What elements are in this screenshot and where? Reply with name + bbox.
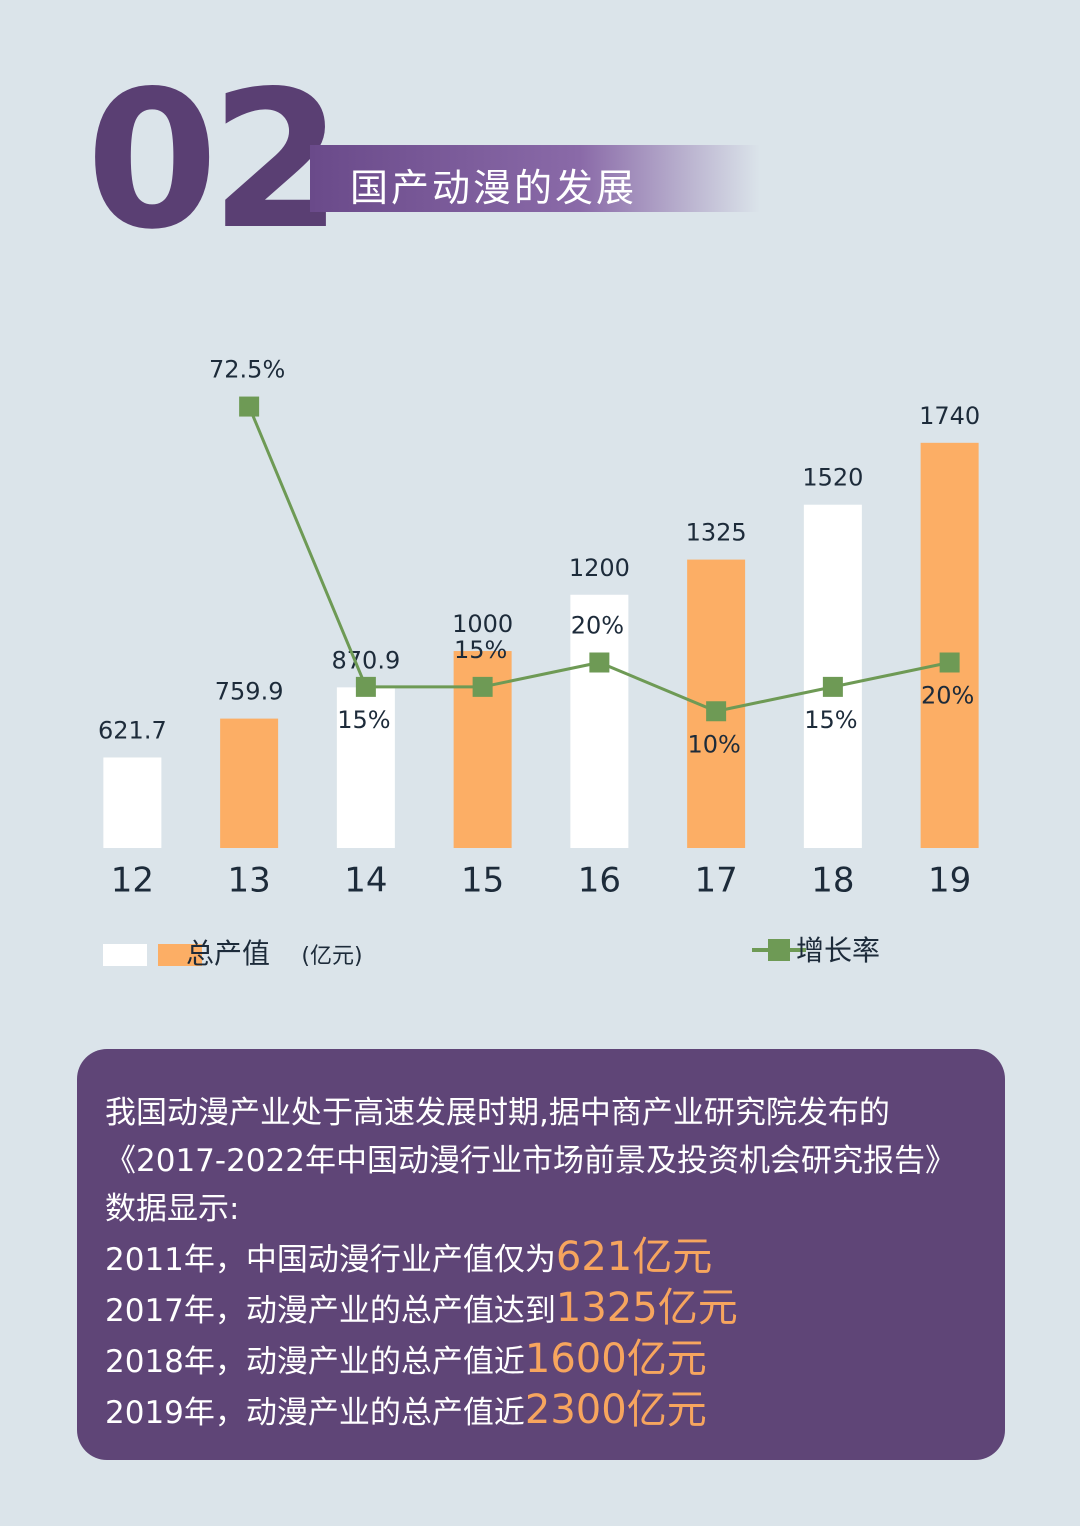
bar [103, 757, 162, 848]
fact-text: 2019年，动漫产业的总产值近 [105, 1395, 525, 1431]
fact-text: 2018年，动漫产业的总产值近 [105, 1344, 525, 1380]
x-tick-label: 16 [578, 861, 621, 901]
fact-line: 2018年，动漫产业的总产值近1600亿元 [105, 1335, 965, 1386]
fact-list: 2011年，中国动漫行业产值仅为621亿元 2017年，动漫产业的总产值达到132… [105, 1233, 965, 1437]
legend-swatch [103, 944, 147, 966]
intro-text: 我国动漫产业处于高速发展时期,据中商产业研究院发布的《2017-2022年中国动… [105, 1095, 956, 1227]
growth-marker [472, 676, 493, 697]
growth-marker [706, 701, 727, 722]
growth-label: 20% [921, 682, 974, 710]
legend-unit: (亿元) [301, 944, 362, 969]
bar-value-label: 621.7 [98, 716, 167, 744]
bar [220, 718, 279, 848]
x-tick-label: 12 [111, 861, 154, 901]
bar-value-label: 1520 [802, 464, 863, 492]
bar-value-label: 1325 [686, 519, 747, 547]
bar [920, 442, 979, 848]
section-number: 02 [86, 50, 342, 271]
fact-text: 2017年，动漫产业的总产值达到 [105, 1293, 556, 1329]
growth-label: 15% [804, 706, 857, 734]
fact-highlight: 2300亿元 [524, 1387, 707, 1433]
fact-text: 2011年，中国动漫行业产值仅为 [105, 1242, 556, 1278]
fact-highlight: 1325亿元 [555, 1285, 738, 1331]
fact-highlight: 1600亿元 [524, 1336, 707, 1382]
growth-marker [239, 396, 260, 417]
bar [570, 594, 629, 848]
x-tick-label: 14 [344, 861, 387, 901]
title-banner: 国产动漫的发展 [310, 145, 760, 212]
growth-marker [589, 652, 610, 673]
x-tick-label: 17 [694, 861, 737, 901]
x-tick-label: 15 [461, 861, 504, 901]
growth-label: 10% [687, 730, 740, 758]
growth-label: 20% [571, 612, 624, 640]
x-tick-label: 13 [227, 861, 270, 901]
section-title: 国产动漫的发展 [350, 166, 638, 210]
growth-label: 72.5% [209, 356, 285, 384]
legend-label: 增长率 [796, 934, 880, 967]
growth-label: 15% [454, 636, 507, 664]
fact-line: 2017年，动漫产业的总产值达到1325亿元 [105, 1284, 965, 1335]
legend-label: 总产值 [186, 937, 270, 970]
bar [803, 504, 862, 848]
x-tick-label: 19 [928, 861, 971, 901]
bar-value-label: 870.9 [332, 646, 401, 674]
growth-label: 15% [337, 706, 390, 734]
bar-value-label: 1000 [452, 610, 513, 638]
fact-highlight: 621亿元 [555, 1234, 713, 1280]
growth-marker [939, 652, 960, 673]
legend-swatch [158, 944, 202, 966]
text-box: 我国动漫产业处于高速发展时期,据中商产业研究院发布的《2017-2022年中国动… [77, 1049, 1005, 1460]
fact-line: 2011年，中国动漫行业产值仅为621亿元 [105, 1233, 965, 1284]
fact-line: 2019年，动漫产业的总产值近2300亿元 [105, 1386, 965, 1437]
bar-value-label: 1740 [919, 402, 980, 430]
bar-value-label: 759.9 [215, 678, 284, 706]
chart: 621.7 759.9 870.9 1000 1200 1325 1520 1740 72.5%… [98, 356, 980, 970]
bar [336, 687, 395, 848]
legend-marker [768, 939, 790, 961]
growth-marker [822, 676, 843, 697]
growth-marker [355, 676, 376, 697]
bar-value-label: 1200 [569, 554, 630, 582]
x-tick-label: 18 [811, 861, 854, 901]
